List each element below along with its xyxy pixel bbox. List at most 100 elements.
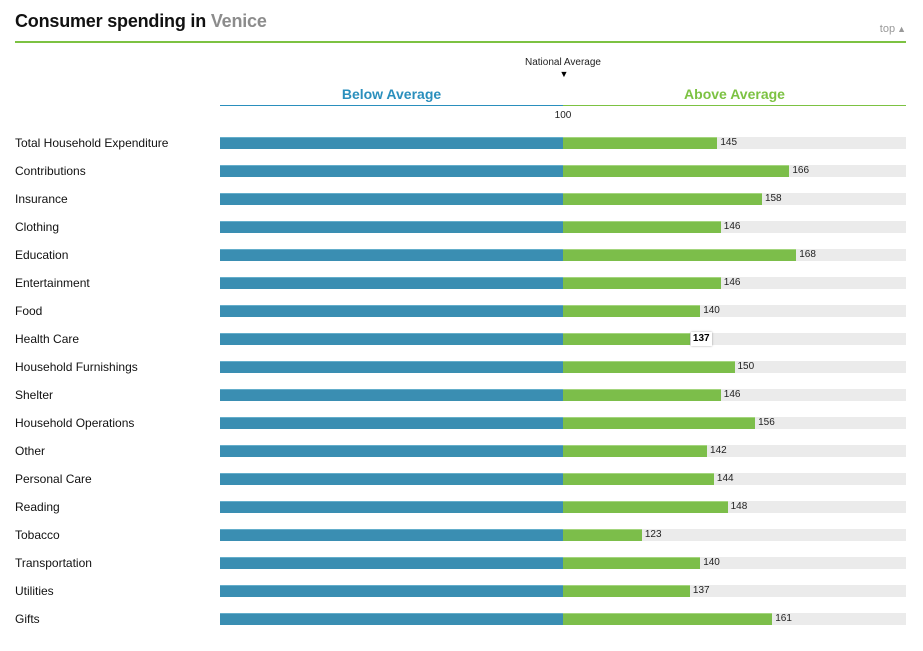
bar-below-segment[interactable] <box>220 137 563 149</box>
bar-value-label: 137 <box>690 332 712 346</box>
bar-below-segment[interactable] <box>220 361 563 373</box>
chart-row: Reading 148 <box>0 493 923 521</box>
bar-below-segment[interactable] <box>220 221 563 233</box>
chart-row: Shelter 146 <box>0 381 923 409</box>
bar-value-label: 161 <box>775 613 792 624</box>
legend-below-average: Below Average <box>341 86 442 102</box>
category-label: Total Household Expenditure <box>15 136 169 150</box>
bar-below-segment[interactable] <box>220 501 563 513</box>
bar-value-label: 137 <box>692 585 710 596</box>
category-label: Clothing <box>15 220 60 234</box>
category-label: Education <box>15 248 69 262</box>
chart-row: Insurance 158 <box>0 185 923 213</box>
bar-value-label: 123 <box>644 529 662 540</box>
chart-row: Personal Care 144 <box>0 465 923 493</box>
bar-below-segment[interactable] <box>220 557 563 569</box>
chart-row: Household Operations 156 <box>0 409 923 437</box>
bar-value-label: 148 <box>730 501 748 512</box>
category-label: Shelter <box>15 388 54 402</box>
bar-above-segment[interactable] <box>563 557 701 569</box>
bar-below-segment[interactable] <box>220 613 563 625</box>
bar-below-segment[interactable] <box>220 417 563 429</box>
bar-value-label: 156 <box>758 417 775 428</box>
title-city: Venice <box>210 11 267 31</box>
bar-above-segment[interactable] <box>563 165 790 177</box>
axis-line-above <box>563 105 906 106</box>
bar-below-segment[interactable] <box>220 445 563 457</box>
bar-value-label: 144 <box>716 473 734 484</box>
bar-above-segment[interactable] <box>563 249 797 261</box>
chart-row: Other 142 <box>0 437 923 465</box>
bar-above-segment[interactable] <box>563 361 735 373</box>
bar-value-label: 150 <box>737 361 755 372</box>
section-header: Consumer spending in Venice top ▲ <box>15 0 906 43</box>
chart-row: Food 140 <box>0 297 923 325</box>
chart-rows: Total Household Expenditure 145 Contributi… <box>0 129 923 633</box>
bar-above-segment[interactable] <box>563 277 721 289</box>
bar-above-segment[interactable] <box>563 529 642 541</box>
bar-above-segment[interactable] <box>563 585 690 597</box>
bar-above-segment[interactable] <box>563 501 728 513</box>
bar-value-label: 140 <box>703 305 720 316</box>
chart-row: Utilities 137 <box>0 577 923 605</box>
bar-value-label: 140 <box>703 557 720 568</box>
bar-below-segment[interactable] <box>220 473 563 485</box>
category-label: Household Furnishings <box>15 360 138 374</box>
chart-row: Total Household Expenditure 145 <box>0 129 923 157</box>
bar-above-segment[interactable] <box>563 305 701 317</box>
category-label: Household Operations <box>15 416 135 430</box>
national-average-marker-icon: ▼ <box>559 69 569 79</box>
bar-above-segment[interactable] <box>563 221 721 233</box>
bar-above-segment[interactable] <box>563 417 756 429</box>
chart-row: Education 168 <box>0 241 923 269</box>
bar-value-label: 146 <box>723 221 741 232</box>
bar-value-label: 166 <box>792 165 810 176</box>
bar-above-segment[interactable] <box>563 137 718 149</box>
bar-above-segment[interactable] <box>563 389 721 401</box>
bar-value-label: 146 <box>723 277 741 288</box>
chart-row: Clothing 146 <box>0 213 923 241</box>
category-label: Gifts <box>15 612 40 626</box>
page-title: Consumer spending in Venice <box>15 11 267 32</box>
category-label: Utilities <box>15 584 54 598</box>
category-label: Tobacco <box>15 528 60 542</box>
bar-value-label: 142 <box>710 445 727 456</box>
bar-below-segment[interactable] <box>220 249 563 261</box>
bar-above-segment[interactable] <box>563 445 708 457</box>
bar-value-label: 145 <box>720 137 738 148</box>
category-label: Health Care <box>15 332 80 346</box>
national-average-label: National Average <box>525 57 601 68</box>
chart-row: Transportation 140 <box>0 549 923 577</box>
bar-above-segment[interactable] <box>563 333 690 345</box>
legend-above-average: Above Average <box>684 86 785 102</box>
category-label: Insurance <box>15 192 68 206</box>
bar-value-label: 158 <box>764 193 782 204</box>
chart-row: Contributions 166 <box>0 157 923 185</box>
bar-above-segment[interactable] <box>563 613 773 625</box>
chart-row: Health Care 137 <box>0 325 923 353</box>
bar-value-label: 146 <box>723 389 741 400</box>
category-label: Contributions <box>15 164 86 178</box>
category-label: Other <box>15 444 46 458</box>
bar-above-segment[interactable] <box>563 193 762 205</box>
bar-below-segment[interactable] <box>220 305 563 317</box>
baseline-tick-label: 100 <box>554 110 572 121</box>
chart-row: Gifts 161 <box>0 605 923 633</box>
bar-below-segment[interactable] <box>220 277 563 289</box>
bar-below-segment[interactable] <box>220 193 563 205</box>
bar-value-label: 168 <box>799 249 816 260</box>
chart-row: Entertainment 146 <box>0 269 923 297</box>
bar-below-segment[interactable] <box>220 333 563 345</box>
bar-below-segment[interactable] <box>220 585 563 597</box>
bar-below-segment[interactable] <box>220 529 563 541</box>
category-label: Personal Care <box>15 472 92 486</box>
caret-up-icon: ▲ <box>897 24 906 34</box>
category-label: Reading <box>15 500 60 514</box>
bar-below-segment[interactable] <box>220 165 563 177</box>
category-label: Transportation <box>15 556 92 570</box>
bar-above-segment[interactable] <box>563 473 714 485</box>
back-to-top-link[interactable]: top ▲ <box>880 23 906 35</box>
top-link-label: top <box>879 23 896 35</box>
bar-below-segment[interactable] <box>220 389 563 401</box>
chart-row: Tobacco 123 <box>0 521 923 549</box>
